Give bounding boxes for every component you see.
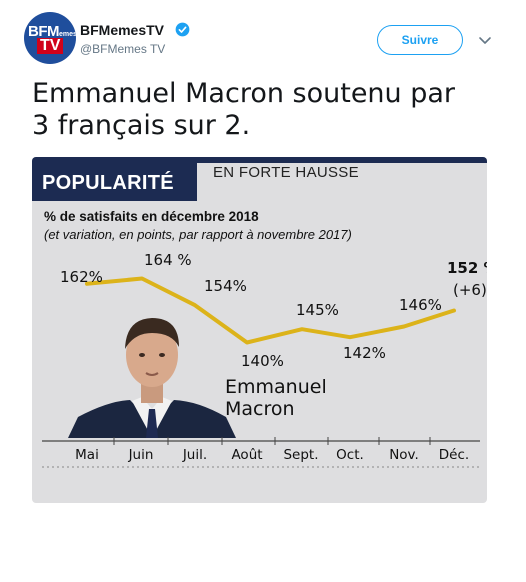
data-label: 145% [296, 301, 339, 319]
data-point [452, 309, 456, 312]
x-axis-label: Août [231, 447, 262, 463]
tweet-media-image[interactable]: POPULARITÉ EN FORTE HAUSSE % de satisfai… [32, 157, 487, 503]
header-band [32, 157, 487, 163]
tweet-text-line: Emmanuel Macron soutenu par [32, 78, 456, 109]
data-point [85, 282, 89, 286]
data-label: 152 % [447, 259, 487, 277]
chart-note: (et variation, en points, par rapport à … [44, 227, 352, 242]
data-point [402, 325, 406, 328]
series-line [85, 276, 456, 345]
person-name-line: Emmanuel [225, 376, 327, 398]
x-axis-label: Nov. [389, 447, 419, 463]
chart-subtitle: % de satisfaits en décembre 2018 [44, 209, 259, 224]
data-label: 146% [399, 296, 442, 314]
change-label: (+6) [453, 281, 487, 299]
popularity-banner [32, 163, 197, 201]
account-handle[interactable]: @BFMemes TV [80, 42, 166, 56]
chevron-down-icon[interactable] [478, 33, 492, 47]
popularity-line-chart: Mai Juin Juil. Août Sept. Oct. Nov. Déc. 162% 164… [42, 251, 487, 468]
account-name[interactable]: BFMemesTV [80, 22, 165, 38]
data-point [245, 341, 249, 344]
x-axis-label: Juil. [182, 447, 207, 463]
data-point [193, 303, 197, 307]
data-label: 162% [60, 268, 103, 286]
macron-portrait-photo [68, 305, 236, 438]
tweet-text: Emmanuel Macron soutenu par 3 français s… [32, 78, 492, 142]
tweet-text-line: 3 français sur 2. [32, 110, 251, 141]
data-label: 164 % [144, 251, 192, 269]
data-point [140, 277, 144, 280]
x-axis-label: Sept. [283, 447, 318, 463]
x-axis-label: Juin [128, 447, 154, 463]
popularity-title: POPULARITÉ [42, 172, 174, 194]
trend-tag: EN FORTE HAUSSE [213, 164, 359, 181]
x-axis-label: Oct. [336, 447, 364, 463]
data-label: 140% [241, 352, 284, 370]
data-point [348, 335, 352, 339]
x-axis-label: Mai [75, 447, 99, 463]
x-axis-label: Déc. [439, 447, 469, 463]
data-point [300, 327, 304, 331]
avatar[interactable]: BFMemes TV [24, 12, 76, 64]
data-label: 142% [343, 344, 386, 362]
avatar-logo-text: BFMemes [28, 23, 76, 40]
person-name-caption: Emmanuel Macron [225, 376, 327, 420]
data-label: 154% [204, 277, 247, 295]
person-name-line: Macron [225, 398, 295, 420]
verified-badge-icon [175, 22, 190, 37]
avatar-logo-tv: TV [37, 38, 64, 54]
follow-button[interactable]: Suivre [377, 25, 463, 55]
